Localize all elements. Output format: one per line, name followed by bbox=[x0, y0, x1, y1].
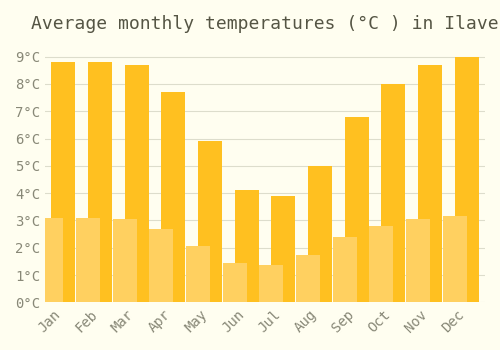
Bar bbox=[234, 190, 258, 302]
Bar bbox=[223, 263, 246, 302]
Bar bbox=[40, 218, 64, 302]
Bar bbox=[52, 62, 75, 302]
Bar bbox=[443, 216, 466, 302]
Bar bbox=[113, 219, 136, 302]
Title: Average monthly temperatures (°C ) in Ilave: Average monthly temperatures (°C ) in Il… bbox=[31, 15, 499, 33]
Bar bbox=[406, 219, 430, 302]
Bar bbox=[88, 62, 112, 302]
Bar bbox=[333, 237, 356, 302]
Bar bbox=[454, 57, 478, 302]
Bar bbox=[296, 255, 320, 302]
Bar bbox=[76, 218, 100, 302]
Bar bbox=[370, 226, 394, 302]
Bar bbox=[198, 141, 222, 302]
Bar bbox=[150, 229, 174, 302]
Bar bbox=[186, 246, 210, 302]
Bar bbox=[272, 196, 295, 302]
Bar bbox=[308, 166, 332, 302]
Bar bbox=[418, 65, 442, 302]
Bar bbox=[382, 84, 405, 302]
Bar bbox=[162, 92, 185, 302]
Bar bbox=[344, 117, 368, 302]
Bar bbox=[124, 65, 148, 302]
Bar bbox=[260, 265, 283, 302]
